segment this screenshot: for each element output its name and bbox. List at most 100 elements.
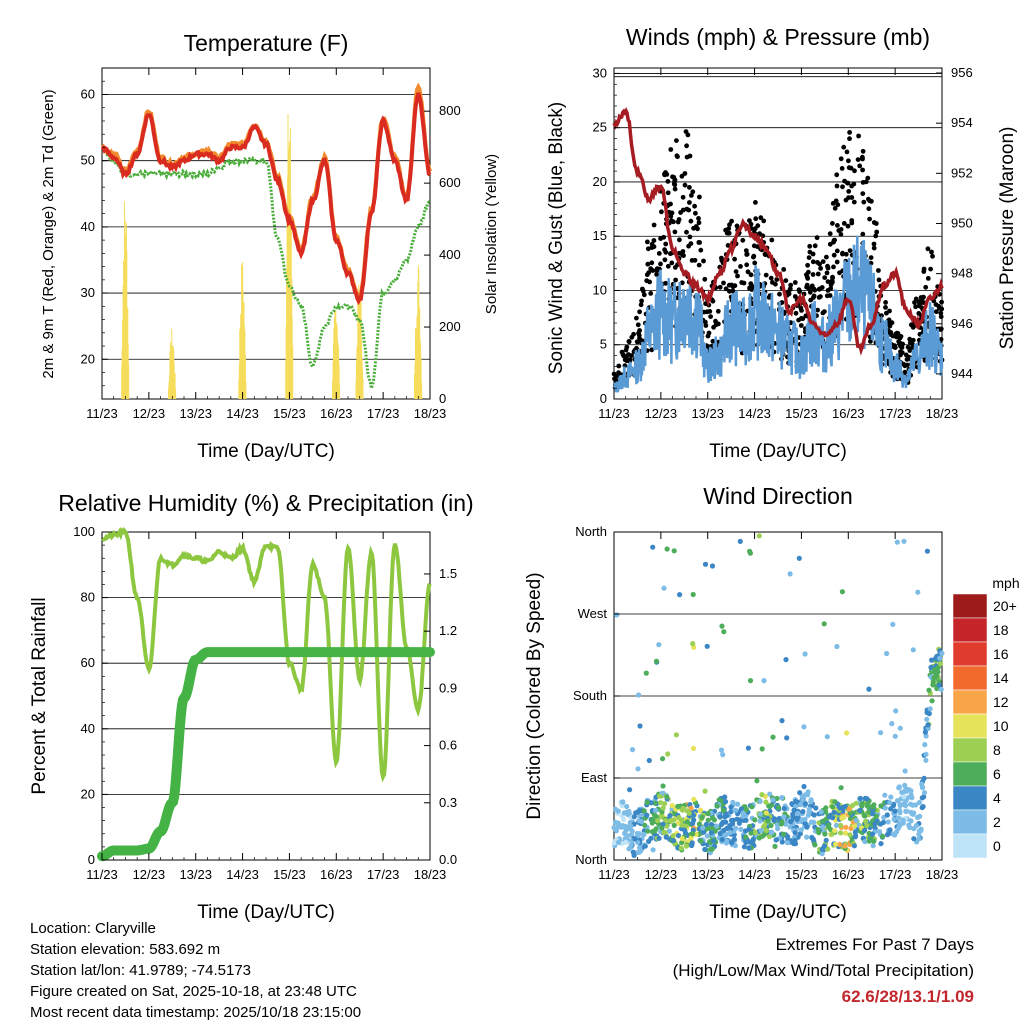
direction-point xyxy=(827,814,833,820)
gust-point xyxy=(899,345,905,350)
direction-point xyxy=(743,834,749,840)
gust-point xyxy=(773,281,778,287)
xtick-label: 11/23 xyxy=(598,406,630,421)
gust-point xyxy=(866,196,871,202)
gust-point xyxy=(831,252,837,258)
gust-point xyxy=(851,199,857,205)
direction-point xyxy=(917,813,923,819)
xtick-label: 18/23 xyxy=(414,406,447,421)
direction-point xyxy=(784,735,790,741)
gust-point xyxy=(649,347,655,353)
gust-point xyxy=(744,252,750,257)
winds-title: Winds (mph) & Pressure (mb) xyxy=(626,24,930,50)
direction-point xyxy=(645,828,651,834)
gust-point xyxy=(841,221,847,226)
gust-point xyxy=(803,313,809,319)
gust-point xyxy=(733,269,739,274)
gust-point xyxy=(663,241,669,247)
direction-point xyxy=(903,786,910,792)
direction-point xyxy=(649,820,655,826)
gust-point xyxy=(899,350,905,356)
direction-point xyxy=(690,591,696,598)
gust-point xyxy=(860,191,866,197)
direction-ylabel: Direction (Colored By Speed) xyxy=(524,572,545,819)
direction-point xyxy=(923,733,929,739)
direction-point xyxy=(671,548,677,554)
direction-point xyxy=(847,832,853,838)
direction-point xyxy=(667,813,673,819)
direction-point xyxy=(802,651,808,657)
legend-label: 8 xyxy=(993,742,1001,758)
direction-point xyxy=(779,819,785,825)
direction-point xyxy=(704,643,710,649)
xtick-label: 15/23 xyxy=(273,867,306,882)
xtick-label: 12/23 xyxy=(133,867,166,882)
figure: Temperature (F) 203040506002004006008001… xyxy=(29,24,1020,923)
ytick-label: 60 xyxy=(81,86,95,101)
direction-point xyxy=(767,791,773,797)
direction-point xyxy=(783,657,789,663)
direction-point xyxy=(838,822,844,829)
gust-point xyxy=(670,174,675,180)
direction-point xyxy=(923,757,929,763)
xtick-label: 12/23 xyxy=(133,406,166,421)
direction-point xyxy=(761,678,767,684)
y2tick-label: 0.9 xyxy=(439,680,457,695)
gust-point xyxy=(814,235,820,241)
gust-point xyxy=(750,284,755,289)
direction-point xyxy=(707,825,713,832)
gust-point xyxy=(842,178,847,184)
gust-point xyxy=(855,157,861,163)
direction-point xyxy=(796,555,802,561)
gust-point xyxy=(668,251,673,257)
direction-point xyxy=(705,817,711,823)
gust-point xyxy=(809,283,815,289)
direction-point xyxy=(795,810,801,817)
gust-point xyxy=(692,257,698,263)
ytick-label: 20 xyxy=(81,786,95,801)
ytick-label: 60 xyxy=(81,655,95,670)
gust-point xyxy=(874,229,880,235)
xtick-label: 12/23 xyxy=(645,867,678,882)
gust-point xyxy=(717,284,723,290)
direction-point xyxy=(627,787,633,793)
direction-point xyxy=(614,612,620,618)
y2tick-label: 400 xyxy=(439,247,461,262)
direction-point xyxy=(878,841,884,847)
legend-swatch xyxy=(952,809,988,835)
direction-point xyxy=(829,831,835,837)
direction-point xyxy=(927,706,933,712)
gust-point xyxy=(684,154,690,160)
legend-label: 4 xyxy=(993,790,1001,806)
wind-legend-unit: mph xyxy=(992,575,1019,591)
direction-point xyxy=(832,841,839,847)
direction-point xyxy=(852,829,858,835)
gust-point xyxy=(692,203,697,209)
direction-point xyxy=(838,785,844,791)
gust-point xyxy=(727,288,732,294)
pressure-series xyxy=(612,107,944,356)
direction-point xyxy=(758,827,764,834)
gust-series xyxy=(611,129,945,390)
gust-point xyxy=(755,223,761,229)
gust-point xyxy=(646,270,652,275)
direction-point xyxy=(705,811,711,817)
gust-point xyxy=(727,222,732,228)
gust-point xyxy=(851,181,857,187)
gust-point xyxy=(649,260,655,266)
gust-point xyxy=(651,222,657,228)
gust-point xyxy=(921,266,927,272)
gust-point xyxy=(696,216,701,221)
ytick-label: 20 xyxy=(593,174,607,189)
direction-point xyxy=(891,816,897,822)
direction-point xyxy=(728,809,734,815)
direction-point xyxy=(666,828,672,834)
direction-point xyxy=(623,839,629,845)
gust-point xyxy=(828,282,834,288)
solar-series xyxy=(121,114,423,399)
direction-point xyxy=(763,827,770,834)
legend-label: 2 xyxy=(993,814,1001,830)
gust-point xyxy=(687,234,693,240)
gust-point xyxy=(637,309,642,315)
direction-point xyxy=(670,838,677,844)
